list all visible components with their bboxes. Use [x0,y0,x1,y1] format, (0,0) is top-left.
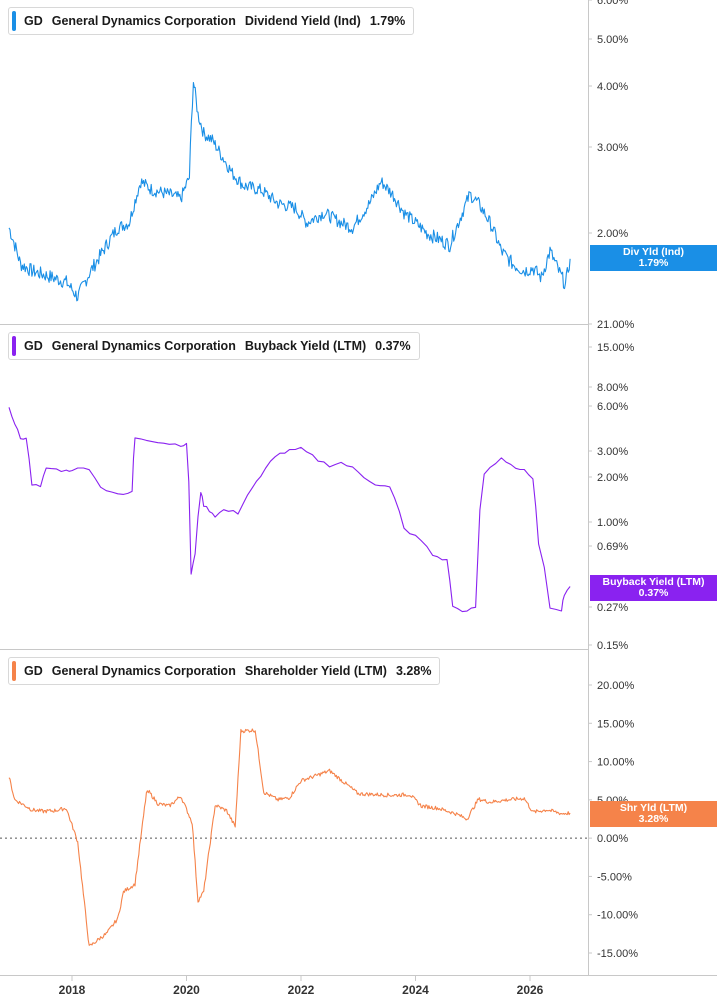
y-tick-label: 6.00% [597,0,628,7]
last-value-tag-shareholder: Shr Yld (LTM) 3.28% [590,801,717,827]
y-tick-label: 2.00% [597,228,628,240]
panel-separators [0,0,717,976]
y-tick-label: 0.27% [597,602,628,614]
legend-company: General Dynamics Corporation [51,14,236,28]
series-line-3 [8,728,571,946]
y-tick-label: -15.00% [597,948,638,960]
tag-value: 3.28% [638,813,669,825]
y-tick-label: 20.00% [597,680,635,692]
y-tick-label: 2.00% [597,472,628,484]
y-tick-label: 6.00% [597,401,628,413]
y-tick-label: 8.00% [597,382,628,394]
tag-value: 1.79% [638,257,669,269]
y-tick-label: 10.00% [597,757,635,769]
x-tick-label: 2022 [288,983,315,997]
legend-value: 0.37% [375,339,411,353]
y-tick-label: 15.00% [597,342,635,354]
x-tick-label: 2020 [173,983,200,997]
series-color-swatch [12,661,16,681]
legend-ticker: GD [24,14,43,28]
legend-metric: Shareholder Yield (LTM) [244,664,387,678]
y-tick-label: 5.00% [597,34,628,46]
legend-shareholder-yield: GD General Dynamics Corporation Sharehol… [8,657,441,685]
series-line-1 [8,81,571,302]
tag-label: Buyback Yield (LTM) [602,576,705,588]
legend-value: 1.79% [369,14,406,28]
tag-label: Shr Yld (LTM) [619,802,688,814]
legend-ticker: GD [24,664,43,678]
y-tick-label: 21.00% [597,319,635,331]
y-tick-label: 0.15% [597,640,628,652]
y-tick-label: 15.00% [597,718,635,730]
x-tick-label: 2024 [402,983,429,997]
last-value-tag-buyback: Buyback Yield (LTM) 0.37% [590,575,717,601]
tag-label: Div Yld (Ind) [622,246,685,258]
series-line-2 [8,407,571,613]
legend-company: General Dynamics Corporation [51,339,236,353]
y-tick-label: 0.69% [597,541,628,553]
tag-value: 0.37% [638,587,669,599]
y-tick-label: 1.00% [597,517,628,529]
legend-ticker: GD [24,339,43,353]
legend-company: General Dynamics Corporation [51,664,236,678]
series-lines [8,81,571,946]
y-tick-label: 3.00% [597,142,628,154]
legend-value: 3.28% [395,664,432,678]
series-color-swatch [12,11,16,31]
y-tick-label: -10.00% [597,910,638,922]
y-tick-label: 0.00% [597,833,628,845]
legend-buyback-yield: GD General Dynamics Corporation Buyback … [8,332,420,360]
last-value-tag-dividend: Div Yld (Ind) 1.79% [590,245,717,271]
x-tick-label: 2018 [59,983,86,997]
y-tick-label: -5.00% [597,871,632,883]
legend-dividend-yield: GD General Dynamics Corporation Dividend… [8,7,415,35]
axis-ticks: 6.00% 5.00% 4.00% 3.00% 2.00% 21.00% 15.00% 8.0… [59,0,638,997]
x-tick-label: 2026 [517,983,544,997]
y-tick-label: 3.00% [597,446,628,458]
legend-metric: Buyback Yield (LTM) [244,339,367,353]
series-color-swatch [12,336,16,356]
legend-metric: Dividend Yield (Ind) [244,14,361,28]
y-tick-label: 4.00% [597,81,628,93]
